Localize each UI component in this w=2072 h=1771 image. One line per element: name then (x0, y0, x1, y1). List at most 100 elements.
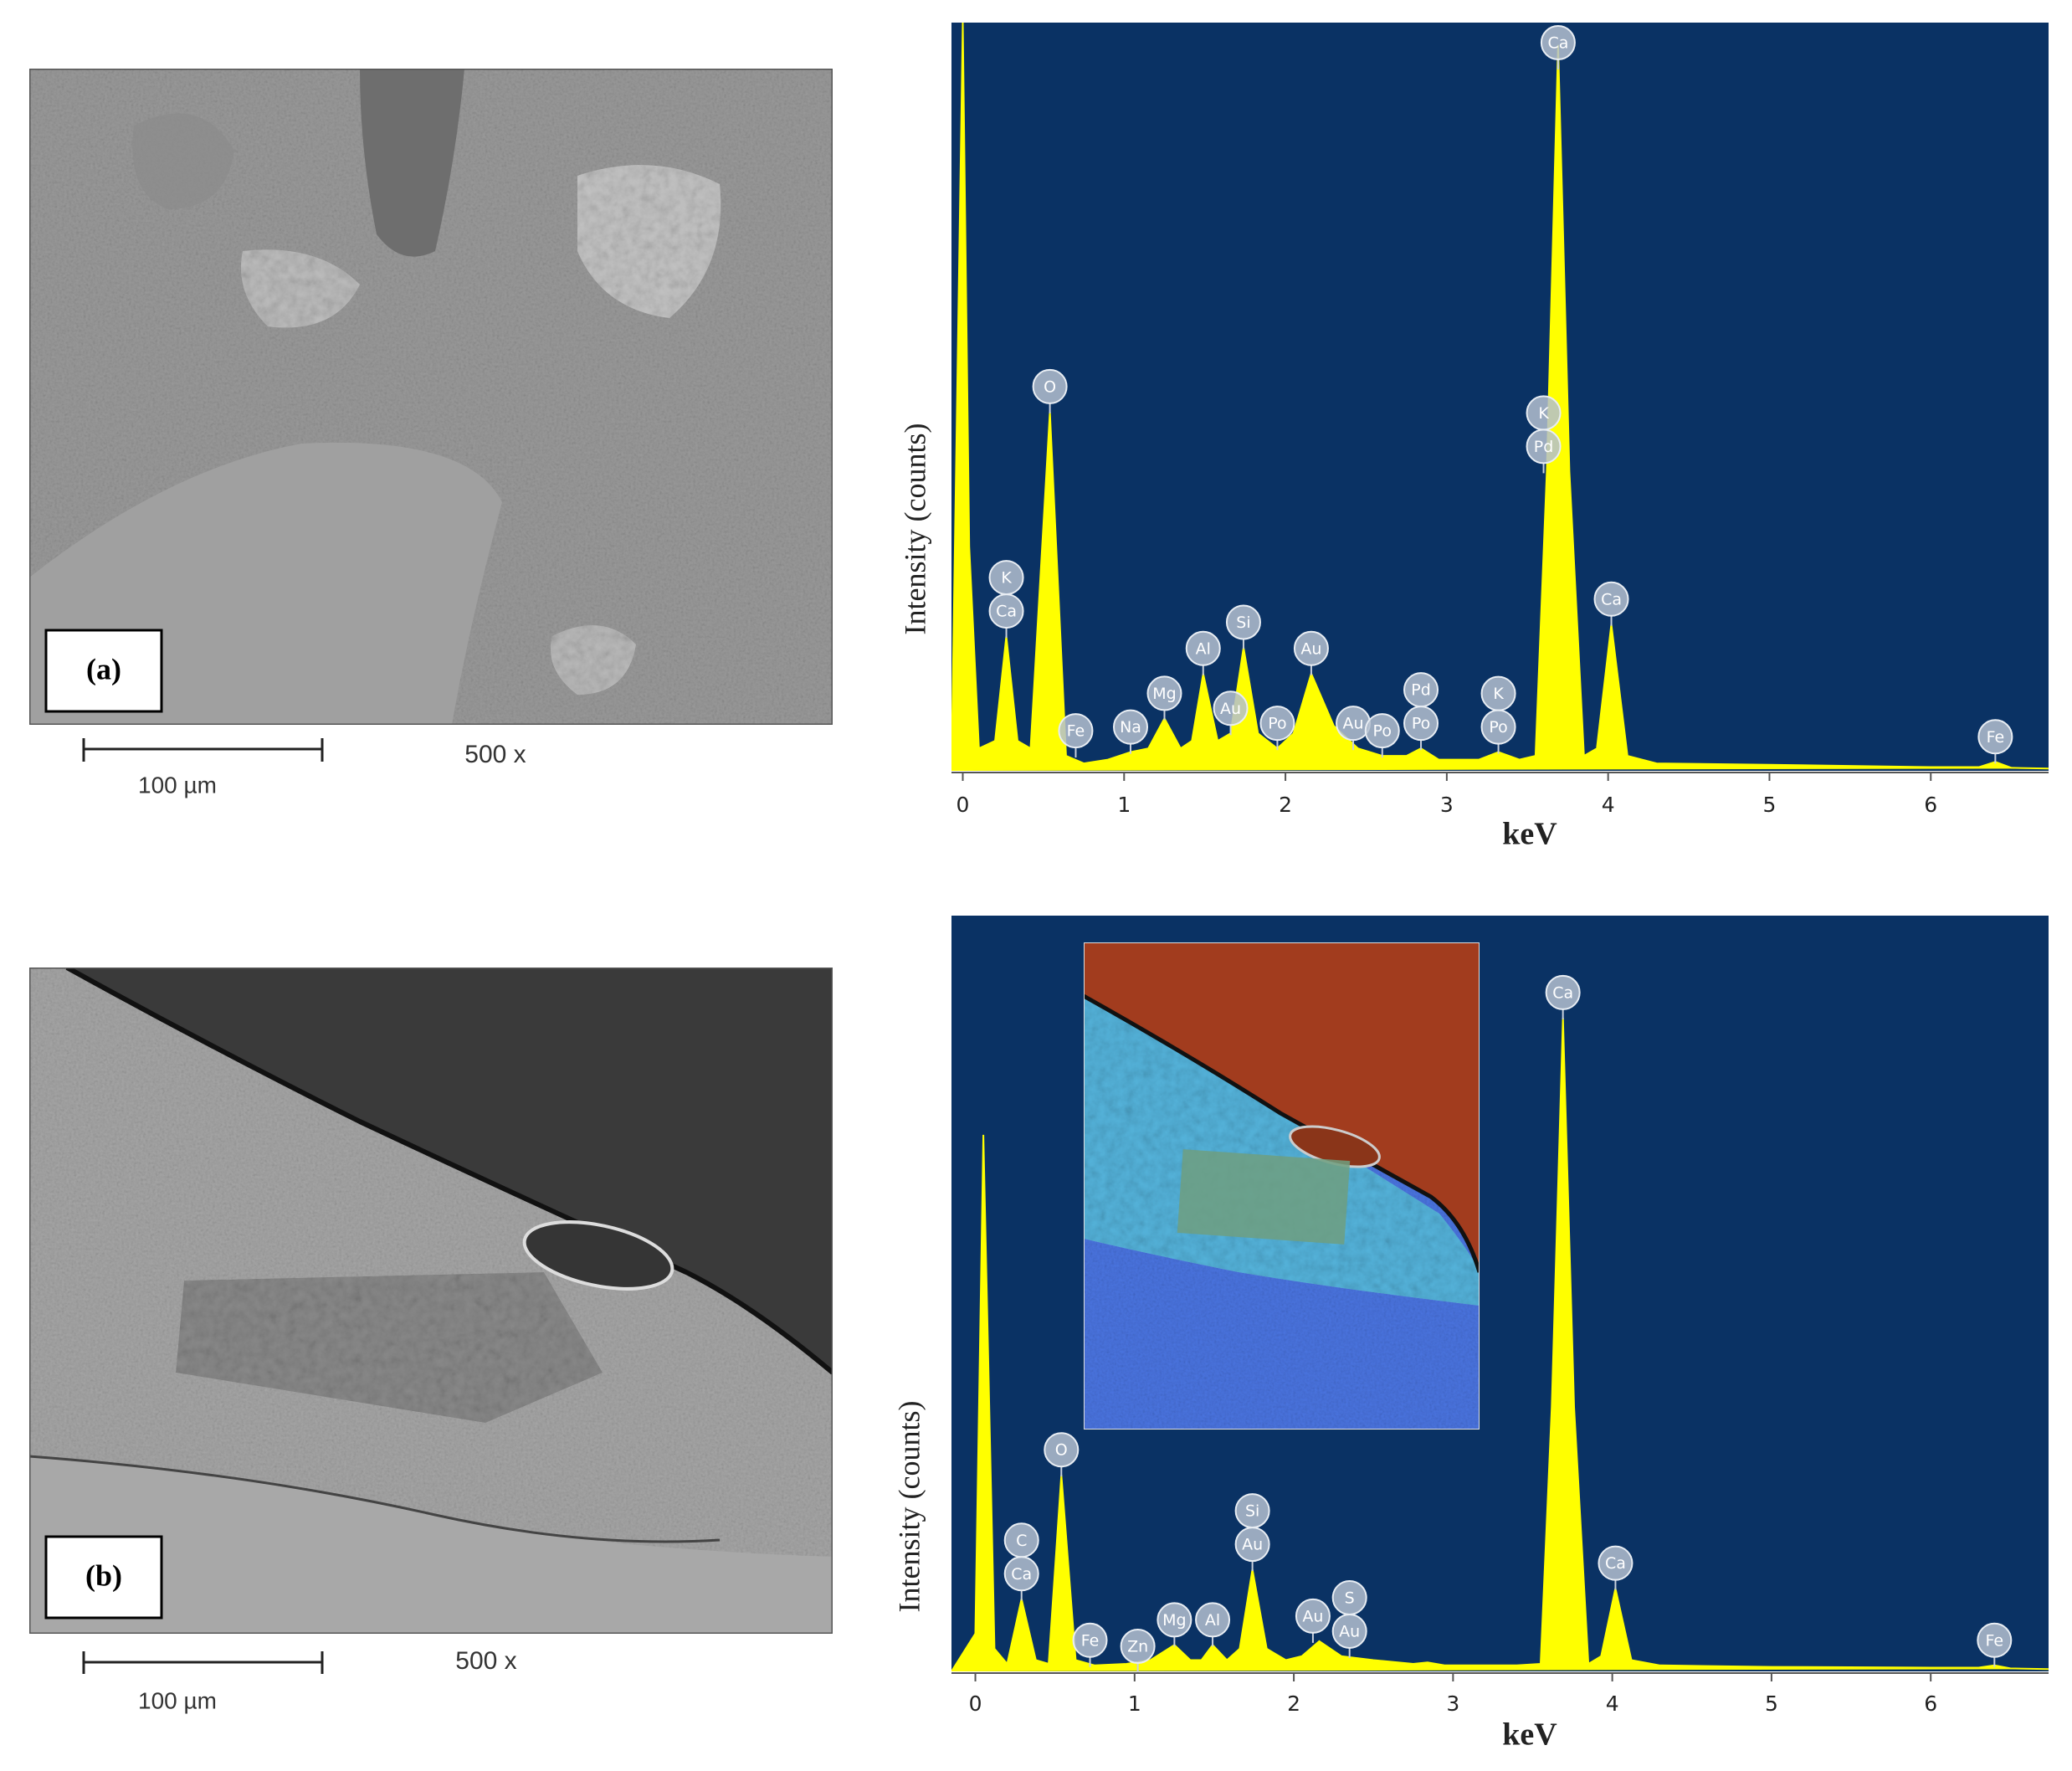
annotation-marker (1113, 709, 1149, 745)
annotation-label: O (1044, 377, 1056, 396)
annotation-label: K (1001, 569, 1012, 588)
eds-map-inset (1084, 942, 1480, 1430)
annotation-marker (1058, 713, 1094, 749)
annotation-marker (1331, 1613, 1367, 1649)
annotation-marker (1225, 604, 1261, 640)
sem-image-a (29, 69, 833, 725)
annotation-label: Ca (1552, 983, 1573, 1002)
panel-label: (a) (86, 652, 121, 685)
x-axis-label: keV (1502, 1717, 1557, 1753)
y-axis-label: Intensity (counts) (892, 1401, 926, 1613)
annotation-marker (1545, 974, 1581, 1010)
annotation-label: Au (1339, 1622, 1360, 1640)
annotation-label: Mg (1152, 685, 1176, 703)
annotation-marker (1598, 1545, 1633, 1581)
annotation-label: K (1493, 685, 1504, 703)
panel-label-box (44, 1535, 163, 1620)
spectra: K Ca O Fe Na Mg Al Au Si Po Au Au Po Pd Po K Po K Pd Ca Ca Fe… (892, 23, 2049, 1753)
annotation-marker (1977, 719, 2013, 755)
panel-label: (b) (85, 1558, 122, 1592)
annotation-label: K (1538, 404, 1549, 423)
annotation-marker (1157, 1602, 1192, 1638)
x-tick-label: 4 (1606, 1691, 1619, 1716)
spectrum-chart: K Ca O Fe Na Mg Al Au Si Po Au Au Po Pd Po K Po K Pd Ca Ca Fe… (898, 23, 2049, 852)
panel-label-box (44, 629, 163, 713)
annotation-label: Zn (1127, 1638, 1148, 1656)
x-tick-label: 1 (1117, 793, 1131, 817)
annotation-label: Ca (1547, 34, 1568, 53)
magnification: 500 x (464, 741, 526, 768)
annotation-marker (1364, 713, 1400, 749)
annotation-marker (1977, 1622, 2013, 1658)
magnification: 500 x (455, 1647, 516, 1675)
annotation-label: C (1016, 1532, 1027, 1550)
annotation-marker (1044, 1432, 1080, 1468)
annotation-marker (1540, 25, 1576, 60)
annotation-label: Si (1236, 613, 1250, 632)
annotation-label: Au (1300, 639, 1321, 658)
y-axis-label: Intensity (counts) (898, 424, 931, 635)
x-tick-label: 3 (1446, 1691, 1459, 1716)
annotation-label: Po (1373, 722, 1392, 741)
x-tick-label: 3 (1440, 793, 1454, 817)
annotation-label: Na (1120, 718, 1141, 737)
annotation-label: Fe (1987, 728, 2005, 747)
annotation-label: Pd (1411, 681, 1431, 700)
scale-bar (82, 1651, 324, 1674)
annotation-marker (1072, 1622, 1108, 1658)
plot-background (951, 23, 2049, 771)
annotation-label: Pd (1534, 438, 1554, 456)
annotation-label: Po (1489, 718, 1507, 737)
x-tick-label: 6 (1924, 1691, 1937, 1716)
annotation-label: Si (1245, 1502, 1259, 1521)
scale-bar (82, 738, 324, 762)
annotation-marker (1293, 630, 1329, 666)
x-tick-label: 0 (969, 1691, 982, 1716)
annotation-label: Au (1343, 715, 1364, 733)
annotation-marker (1032, 368, 1068, 404)
annotation-marker (1146, 675, 1182, 711)
annotation-label: Ca (1011, 1565, 1032, 1584)
annotation-label: Al (1205, 1611, 1220, 1630)
x-axis-label: keV (1502, 817, 1557, 852)
x-tick-label: 2 (1279, 793, 1292, 817)
annotation-label: S (1345, 1589, 1355, 1607)
annotation-marker (1259, 706, 1295, 742)
annotation-label: Fe (1081, 1631, 1100, 1650)
x-tick-label: 1 (1128, 1691, 1141, 1716)
annotation-marker (1195, 1602, 1231, 1638)
annotation-label: Po (1412, 715, 1430, 733)
annotation-label: Ca (996, 603, 1017, 621)
annotation-label: O (1055, 1441, 1068, 1460)
annotation-marker (1213, 690, 1249, 726)
annotation-marker (1593, 581, 1629, 617)
annotation-label: Au (1242, 1536, 1263, 1554)
x-tick-label: 4 (1602, 793, 1615, 817)
annotation-label: Fe (1067, 722, 1085, 741)
annotation-marker (1185, 630, 1221, 666)
annotation-label: Ca (1601, 590, 1622, 608)
annotation-label: Ca (1605, 1554, 1626, 1573)
annotation-marker (1234, 1527, 1270, 1563)
annotation-label: Fe (1986, 1631, 2004, 1650)
annotation-label: Au (1220, 700, 1241, 718)
x-tick-label: 6 (1924, 793, 1937, 817)
x-tick-label: 5 (1765, 1691, 1778, 1716)
scale-bar-label: 100 µm (138, 772, 217, 798)
annotation-marker (1003, 1556, 1039, 1592)
annotation-marker (1403, 706, 1439, 742)
annotation-label: Au (1302, 1607, 1323, 1625)
x-tick-label: 0 (957, 793, 970, 817)
annotation-marker (1526, 429, 1562, 465)
annotation-marker (1120, 1629, 1156, 1664)
sem-image-b (29, 968, 833, 1634)
scale-bar-label: 100 µm (138, 1687, 217, 1713)
spectrum-area (951, 1017, 2049, 1671)
annotation-marker (988, 593, 1024, 629)
annotation-label: Po (1268, 715, 1286, 733)
annotation-marker (1295, 1598, 1331, 1634)
x-tick-label: 2 (1287, 1691, 1300, 1716)
annotation-label: Mg (1162, 1611, 1186, 1630)
annotation-label: Al (1196, 639, 1211, 658)
